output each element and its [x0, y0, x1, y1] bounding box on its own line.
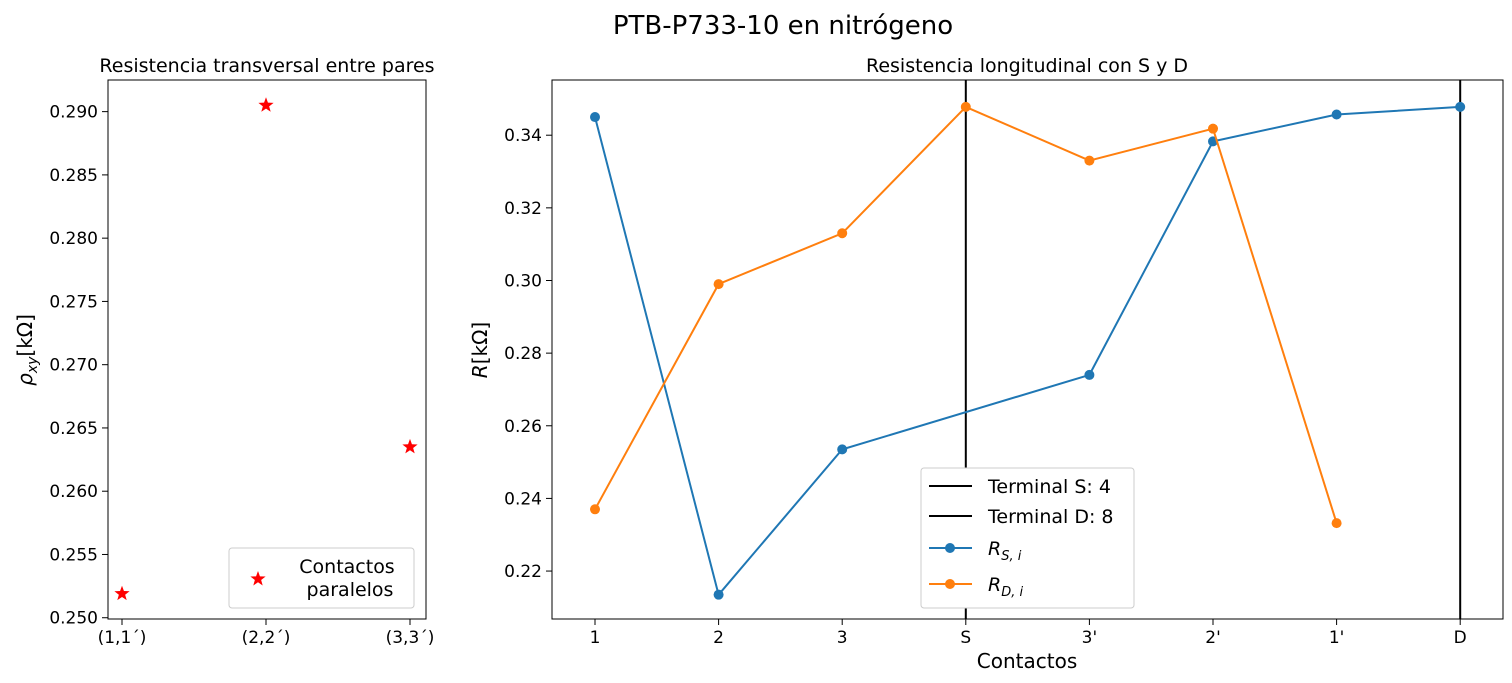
series-point-rd	[713, 279, 724, 290]
series-point-rs	[713, 589, 724, 600]
left-y-tick-label: 0.260	[49, 482, 98, 502]
left-y-ticks: 0.250 0.255 0.260 0.265 0.270 0.275 0.280 0.285…	[49, 103, 108, 629]
left-y-tick-label: 0.255	[49, 545, 98, 565]
left-legend: Contactos paralelos	[228, 547, 415, 609]
right-legend-box	[920, 467, 1135, 609]
left-x-tick-label: (2,2´)	[242, 628, 291, 648]
legend-rd-main: R	[988, 574, 1001, 596]
left-legend-line2: paralelos	[307, 579, 394, 601]
legend-rd-label: RD, i	[988, 574, 1023, 600]
right-x-tick-label: 3'	[1082, 628, 1098, 648]
right-x-tick-label: 2	[713, 628, 724, 648]
right-x-tick-label: 3	[837, 628, 848, 648]
right-x-ticks: 1 2 3 S 3' 2' 1' D	[590, 619, 1467, 648]
left-y-tick-label: 0.270	[49, 356, 98, 376]
series-point-rs	[590, 112, 600, 123]
left-y-label-unit: [kΩ]	[13, 314, 37, 356]
left-y-tick-label: 0.280	[49, 229, 98, 249]
right-y-tick-label: 0.26	[504, 417, 542, 437]
legend-rs-main: R	[988, 538, 1001, 560]
series-point-rd	[837, 228, 848, 239]
left-data-point-star	[402, 438, 418, 454]
right-y-axis-label: R[kΩ]	[468, 322, 492, 378]
left-data-point-star	[114, 585, 130, 601]
left-y-tick-label: 0.250	[49, 609, 98, 629]
series-point-rd	[1331, 518, 1342, 529]
left-y-tick-label: 0.290	[49, 103, 98, 123]
right-x-tick-label: 1'	[1329, 628, 1345, 648]
series-point-rd	[960, 101, 971, 112]
left-y-tick-label: 0.265	[49, 419, 98, 439]
left-data-points	[114, 97, 418, 601]
left-y-label-main: ρ	[13, 373, 37, 386]
right-panel-title: Resistencia longitudinal con S y D	[866, 55, 1188, 77]
right-y-label-main: R	[468, 364, 492, 378]
right-x-tick-label: D	[1454, 628, 1467, 648]
legend-rd-marker	[945, 579, 955, 589]
right-series-lines	[590, 101, 1466, 600]
left-x-ticks: (1,1´) (2,2´) (3,3´)	[98, 619, 435, 648]
series-point-rs	[837, 444, 848, 455]
right-legend: Terminal S: 4 Terminal D: 8 RS, i RD, i	[920, 467, 1135, 609]
series-point-rd	[590, 504, 600, 515]
legend-rs-marker	[945, 543, 955, 553]
legend-rs-label: RS, i	[988, 538, 1022, 564]
right-y-tick-label: 0.32	[504, 199, 542, 219]
left-y-axis-label: ρxy[kΩ]	[13, 314, 41, 386]
right-x-tick-label: 2'	[1205, 628, 1221, 648]
right-plot-frame	[551, 79, 1504, 620]
legend-terminal-s-label: Terminal S: 4	[987, 476, 1111, 498]
right-y-tick-label: 0.30	[504, 271, 542, 291]
legend-rd-sub: D, i	[1001, 585, 1023, 600]
right-y-tick-label: 0.22	[504, 562, 542, 582]
left-panel: Resistencia transversal entre pares 0.25…	[13, 55, 435, 648]
right-panel: Resistencia longitudinal con S y D 0.220…	[468, 55, 1504, 673]
right-y-tick-label: 0.28	[504, 344, 542, 364]
left-legend-star-marker	[250, 571, 266, 586]
series-point-rs	[1455, 101, 1466, 112]
right-y-ticks: 0.22 0.24 0.26 0.28 0.30 0.32 0.34	[504, 126, 552, 582]
series-point-rs	[1084, 369, 1095, 380]
series-point-rs	[1331, 109, 1342, 120]
right-y-label-unit: [kΩ]	[468, 322, 492, 364]
legend-terminal-d-label: Terminal D: 8	[987, 506, 1114, 528]
left-y-tick-label: 0.275	[49, 292, 98, 312]
series-point-rd	[1084, 155, 1095, 166]
left-legend-line1: Contactos	[299, 556, 394, 578]
right-y-tick-label: 0.34	[504, 126, 542, 146]
left-panel-title: Resistencia transversal entre pares	[99, 55, 434, 77]
legend-rs-sub: S, i	[1001, 549, 1022, 564]
left-plot-frame	[107, 79, 427, 620]
left-x-tick-label: (3,3´)	[386, 628, 435, 648]
right-x-tick-label: 1	[590, 628, 601, 648]
right-x-tick-label: S	[960, 628, 971, 648]
left-data-point-star	[258, 97, 274, 112]
left-y-label-sub: xy	[25, 356, 41, 374]
right-x-axis-label: Contactos	[977, 649, 1077, 673]
left-y-tick-label: 0.285	[49, 166, 98, 186]
left-x-tick-label: (1,1´)	[98, 628, 147, 648]
figure-title: PTB-P733-10 en nitrógeno	[613, 11, 953, 41]
series-point-rd	[1208, 123, 1218, 134]
right-y-tick-label: 0.24	[504, 489, 542, 509]
left-legend-box	[228, 547, 415, 609]
